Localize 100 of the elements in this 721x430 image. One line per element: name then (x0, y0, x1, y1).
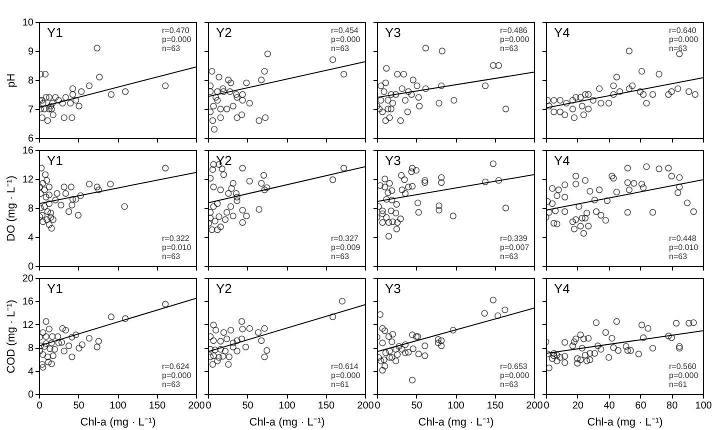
point (40, 364, 46, 371)
annotation: p=0.010 (162, 243, 192, 252)
point (402, 190, 409, 197)
point (216, 74, 222, 80)
point (122, 88, 129, 95)
point (640, 184, 647, 192)
point (210, 102, 217, 110)
point (210, 337, 217, 344)
point (58, 202, 64, 208)
y-tick-label: 9 (28, 46, 34, 58)
point (246, 178, 253, 184)
x-tick-label: 150 (486, 400, 504, 412)
point (55, 96, 62, 104)
point (108, 91, 115, 98)
point (409, 164, 416, 172)
point (569, 96, 576, 104)
point (614, 347, 622, 354)
point (86, 180, 93, 188)
point (76, 344, 82, 352)
point (495, 177, 502, 184)
point (62, 326, 70, 334)
point (378, 82, 384, 90)
point (592, 319, 600, 326)
point (382, 117, 389, 124)
point (626, 85, 633, 92)
point (392, 210, 400, 216)
chart-title: Y4 (554, 25, 570, 40)
chart-title: Y2 (216, 153, 232, 168)
point (690, 319, 697, 326)
point (58, 339, 66, 346)
point (46, 345, 54, 352)
annotation: n=63 (162, 44, 181, 53)
point (450, 326, 456, 334)
point (598, 346, 604, 353)
point (668, 88, 675, 95)
point (41, 203, 48, 210)
point (246, 100, 253, 107)
point (41, 186, 48, 194)
point (556, 108, 564, 116)
y-tick-label: 8 (28, 343, 34, 354)
annotation: r=0.470 (162, 26, 190, 35)
point (258, 76, 265, 84)
point (668, 334, 675, 342)
point (210, 352, 217, 360)
point (210, 203, 217, 210)
point (122, 315, 129, 322)
point (220, 329, 228, 336)
point (586, 356, 594, 364)
point (239, 91, 246, 98)
point (585, 91, 592, 98)
point (574, 360, 581, 367)
point (239, 96, 246, 104)
point (256, 206, 262, 213)
point (46, 326, 53, 332)
point (216, 213, 222, 220)
point (69, 196, 76, 203)
point (340, 164, 348, 172)
point (556, 354, 564, 361)
point (234, 337, 240, 344)
annotation: p=0.000 (669, 371, 699, 380)
point (412, 333, 420, 340)
point (640, 334, 647, 342)
point (402, 350, 409, 356)
point (591, 350, 598, 357)
point (262, 114, 269, 122)
point (330, 56, 336, 64)
y-tick-label: 8 (28, 204, 34, 214)
point (238, 336, 246, 342)
point (208, 214, 214, 222)
point (494, 312, 502, 320)
point (217, 346, 224, 353)
point (556, 96, 564, 104)
point (264, 50, 271, 58)
point (239, 164, 246, 172)
point (42, 70, 49, 78)
point (438, 82, 445, 90)
point (665, 91, 672, 98)
point (402, 96, 409, 104)
point (340, 70, 348, 78)
point (388, 196, 396, 204)
point (238, 111, 246, 118)
point (577, 222, 584, 230)
point (330, 314, 336, 320)
point (405, 88, 412, 95)
point (422, 179, 428, 186)
point (590, 96, 596, 104)
point (234, 194, 240, 200)
point (243, 80, 250, 86)
point (554, 352, 560, 358)
point (656, 166, 662, 172)
x-tick-label: 200 (357, 400, 374, 412)
point (570, 114, 578, 122)
point (438, 48, 446, 54)
point (225, 190, 232, 197)
point (377, 311, 384, 318)
point (577, 332, 584, 338)
point (409, 332, 416, 338)
point (580, 336, 587, 342)
point (234, 348, 240, 354)
point (624, 209, 631, 216)
